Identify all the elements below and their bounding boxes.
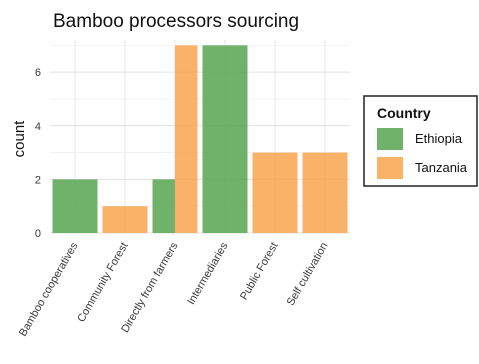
x-tick-label: Community Forest xyxy=(75,241,130,325)
y-tick-label: 4 xyxy=(35,121,41,133)
x-tick-label: Bamboo cooperatives xyxy=(17,240,81,339)
legend-title: Country xyxy=(377,105,431,121)
bar-tanzania-public-forest xyxy=(252,152,298,233)
bar-tanzania-community-forest xyxy=(102,206,148,233)
bar-tanzania-self-cultivation xyxy=(302,152,348,233)
y-axis-title: count xyxy=(11,120,28,158)
legend-items: Ethiopia Tanzania xyxy=(377,128,468,179)
x-tick-label: Public Forest xyxy=(238,241,280,303)
y-tick-label: 0 xyxy=(35,228,41,240)
x-tick-label: Self cultivation xyxy=(285,241,331,308)
y-tick-label: 2 xyxy=(35,174,41,186)
legend: Country Ethiopia Tanzania xyxy=(363,95,478,187)
legend-label-tanzania: Tanzania xyxy=(415,160,468,175)
bar-ethiopia-bamboo-cooperatives xyxy=(52,179,98,233)
bar-tanzania-directly-from-farmers xyxy=(175,45,198,233)
legend-label-ethiopia: Ethiopia xyxy=(415,131,463,146)
legend-key-tanzania xyxy=(377,157,403,179)
legend-key-ethiopia xyxy=(377,128,403,150)
y-axis-ticks: 0 2 4 6 xyxy=(35,67,41,240)
y-tick-label: 6 xyxy=(35,67,41,79)
bars xyxy=(52,45,348,233)
bar-ethiopia-directly-from-farmers xyxy=(152,179,175,233)
x-tick-label: Directly from farmers xyxy=(119,240,181,335)
grid xyxy=(50,40,350,234)
bar-ethiopia-intermediaries xyxy=(202,45,248,233)
chart-title: Bamboo processors sourcing xyxy=(53,11,299,32)
x-tick-label: Intermediaries xyxy=(185,240,230,307)
